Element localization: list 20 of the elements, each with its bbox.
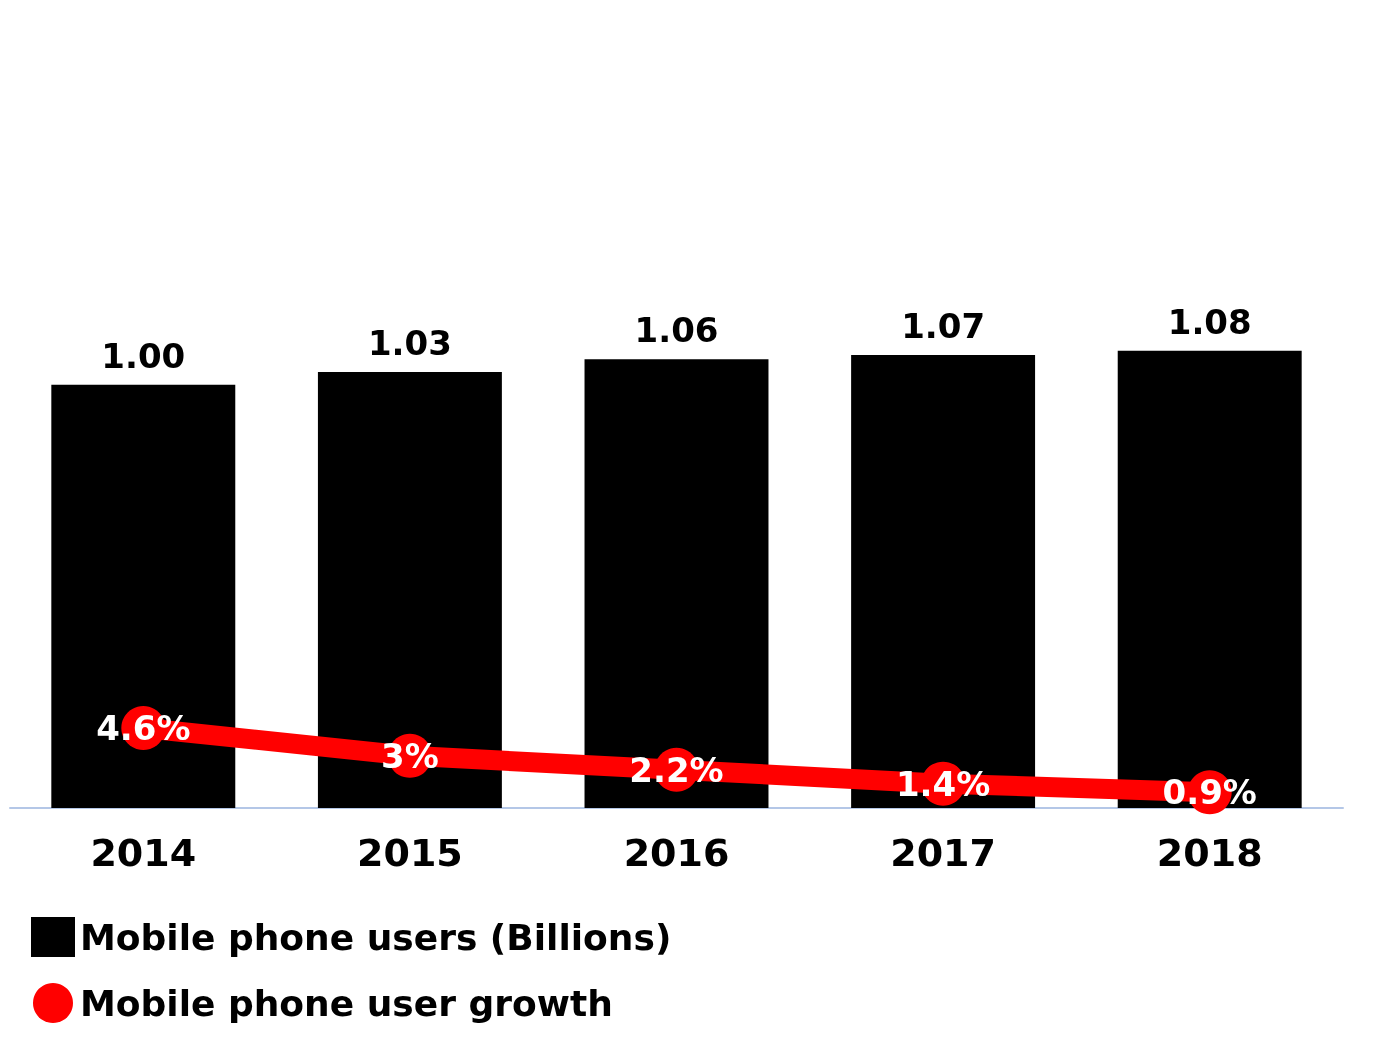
bar: [851, 355, 1036, 808]
x-tick-label: 2015: [357, 831, 463, 875]
bar: [317, 372, 502, 808]
x-tick-label: 2016: [623, 831, 730, 875]
data-label: 2.2%: [629, 749, 724, 790]
data-label: 1.08: [1167, 301, 1252, 342]
bar: [1117, 350, 1302, 808]
data-label: 1.4%: [895, 763, 991, 804]
data-label: 1.00: [101, 335, 186, 376]
bar: [584, 359, 769, 808]
data-label: 1.03: [367, 323, 452, 364]
legend-label: Mobile phone user growth: [80, 982, 613, 1024]
data-label: 3%: [381, 735, 439, 776]
x-tick-label: 2018: [1156, 831, 1263, 875]
x-tick-label: 2017: [890, 831, 996, 875]
x-tick-label: 2014: [90, 831, 197, 875]
legend-label: Mobile phone users (Billions): [80, 916, 672, 958]
data-label: 1.06: [634, 310, 719, 351]
data-label: 1.07: [901, 306, 986, 347]
bar: [51, 384, 236, 808]
